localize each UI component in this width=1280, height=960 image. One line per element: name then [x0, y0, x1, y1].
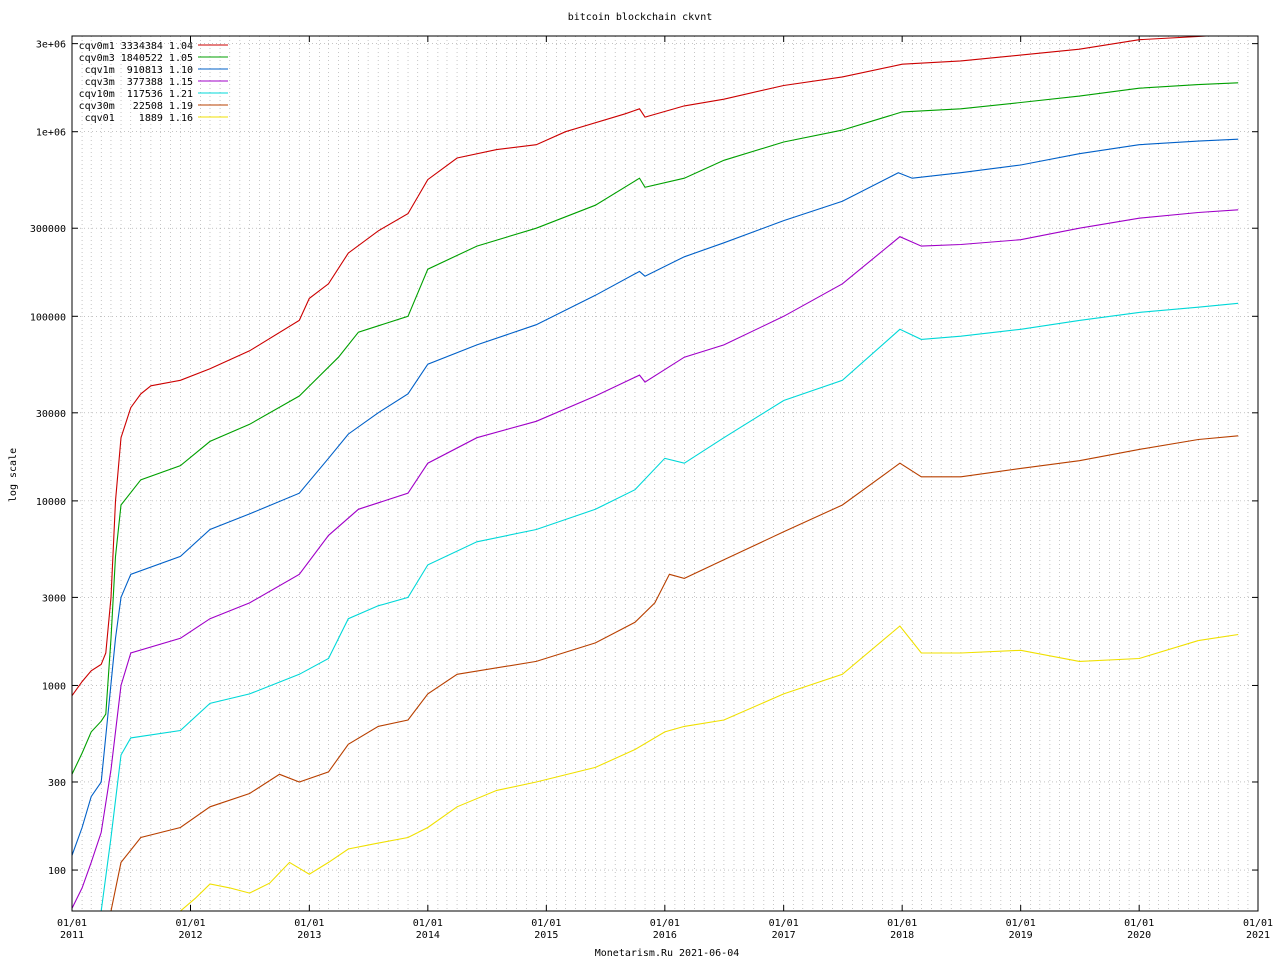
x-tick-label-year: 2019 [1009, 930, 1033, 941]
y-tick-label: 300 [48, 778, 66, 789]
legend-label-cqv1m: cqv1m 910813 1.10 [85, 65, 193, 76]
plot-frame [71, 35, 1259, 912]
x-tick-label-year: 2013 [297, 930, 321, 941]
legend-label-cqv3m: cqv3m 377388 1.15 [85, 77, 193, 88]
legend-label-cqv0m1: cqv0m1 3334384 1.04 [79, 41, 193, 52]
series-line-cqv01 [180, 625, 1239, 911]
y-axis-label: log scale [8, 448, 19, 502]
legend-label-cqv10m: cqv10m 117536 1.21 [79, 89, 193, 100]
x-tick-label: 01/01 [1243, 918, 1273, 929]
x-tick-label-year: 2014 [416, 930, 440, 941]
legend-label-cqv01: cqv01 1889 1.16 [85, 113, 193, 124]
series-line-cqv0m1 [72, 36, 1215, 697]
x-tick-label-year: 2020 [1127, 930, 1151, 941]
series-line-cqv3m [72, 209, 1239, 909]
grid-layer [72, 36, 1258, 911]
legend-label-cqv0m3: cqv0m3 1840522 1.05 [79, 53, 193, 64]
y-tick-label: 100 [48, 866, 66, 877]
y-tick-label: 300000 [30, 224, 66, 235]
x-tick-label: 01/01 [531, 918, 561, 929]
x-tick-label: 01/01 [769, 918, 799, 929]
y-tick-label: 100000 [30, 312, 66, 323]
series-line-cqv10m [100, 302, 1239, 911]
y-tick-label: 30000 [36, 409, 66, 420]
x-tick-label: 01/01 [887, 918, 917, 929]
x-tick-label-year: 2012 [178, 930, 202, 941]
x-tick-label-year: 2017 [772, 930, 796, 941]
chart-footer: Monetarism.Ru 2021-06-04 [595, 948, 740, 959]
series-layer [72, 36, 1239, 911]
y-tick-label: 1e+06 [36, 128, 66, 139]
x-tick-label: 01/01 [413, 918, 443, 929]
legend-label-cqv30m: cqv30m 22508 1.19 [79, 101, 193, 112]
x-tick-label-year: 2016 [653, 930, 677, 941]
y-tick-label: 3000 [42, 593, 66, 604]
y-tick-label: 1000 [42, 681, 66, 692]
x-tick-label-year: 2011 [60, 930, 84, 941]
x-tick-label: 01/01 [175, 918, 205, 929]
x-tick-label: 01/01 [1006, 918, 1036, 929]
x-tick-label: 01/01 [650, 918, 680, 929]
chart-title: bitcoin blockchain ckvnt [568, 12, 713, 23]
x-tick-label-year: 2018 [890, 930, 914, 941]
x-tick-label-year: 2021 [1246, 930, 1270, 941]
x-tick-label: 01/01 [294, 918, 324, 929]
series-line-cqv30m [110, 435, 1239, 911]
series-line-cqv1m [72, 138, 1239, 856]
x-tick-label-year: 2015 [534, 930, 558, 941]
y-tick-label: 10000 [36, 497, 66, 508]
tick-layer: 3e+061e+06300000100000300001000030001000… [30, 36, 1273, 941]
y-tick-label: 3e+06 [36, 40, 66, 51]
x-tick-label: 01/01 [57, 918, 87, 929]
series-line-cqv0m3 [72, 82, 1239, 775]
x-tick-label: 01/01 [1124, 918, 1154, 929]
